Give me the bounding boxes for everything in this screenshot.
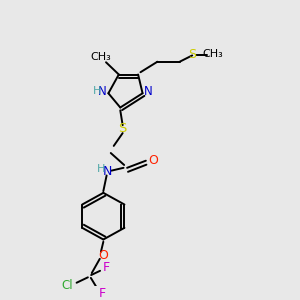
Text: O: O	[148, 154, 158, 167]
Text: N: N	[144, 85, 153, 98]
Text: CH₃: CH₃	[202, 49, 224, 59]
Text: N: N	[103, 165, 112, 178]
Text: N: N	[98, 85, 106, 98]
Text: H: H	[93, 86, 101, 96]
Text: Cl: Cl	[62, 279, 74, 292]
Text: H: H	[97, 164, 105, 174]
Text: F: F	[99, 287, 106, 300]
Text: S: S	[118, 122, 127, 135]
Text: F: F	[102, 261, 110, 274]
Text: O: O	[98, 249, 108, 262]
Text: CH₃: CH₃	[91, 52, 111, 62]
Text: S: S	[188, 47, 196, 61]
